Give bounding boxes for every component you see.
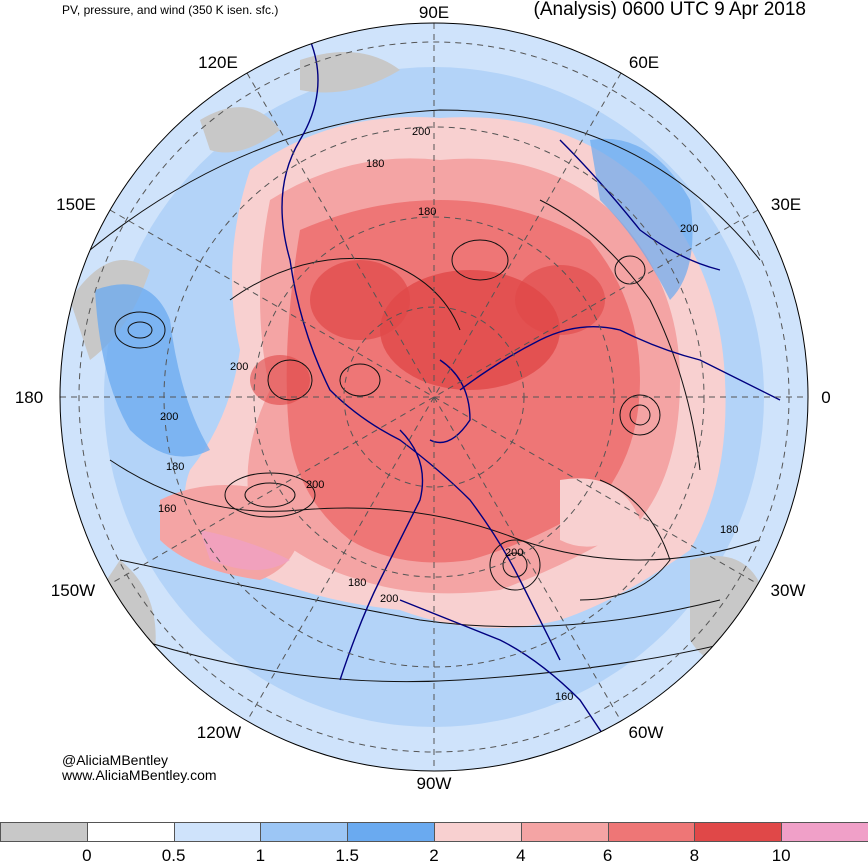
- colorbar-tick-label: 8: [689, 846, 700, 865]
- lon-label-60e: 60E: [629, 53, 659, 72]
- colorbar-swatch: [781, 822, 868, 842]
- colorbar-swatch: [347, 822, 435, 842]
- colorbar-swatch: [607, 822, 696, 842]
- longitude-labels: 90E 60E 30E 0 30W 60W 90W 120W 150W 180 …: [15, 3, 831, 793]
- colorbar-swatch: [260, 822, 349, 842]
- contour-label: 180: [418, 206, 436, 218]
- colorbar-swatch: [173, 822, 262, 842]
- colorbar-tick-label: 2: [429, 846, 439, 865]
- lon-label-30e: 30E: [771, 195, 801, 214]
- lon-label-90e: 90E: [419, 3, 449, 22]
- pressure-contours: [89, 109, 761, 683]
- colorbar-tick-label: 0.5: [161, 846, 186, 865]
- lon-label-150w: 150W: [51, 581, 95, 600]
- contour-label: 200: [412, 126, 430, 138]
- polar-map: 90E 60E 30E 0 30W 60W 90W 120W 150W 180 …: [15, 3, 831, 793]
- lon-label-90w: 90W: [417, 774, 452, 793]
- colorbar-swatch: [86, 822, 175, 842]
- colorbar-tick-label: 10: [771, 846, 791, 865]
- lon-label-60w: 60W: [629, 723, 664, 742]
- map-title: PV, pressure, and wind (350 K isen. sfc.…: [62, 3, 279, 17]
- lon-label-30w: 30W: [771, 581, 806, 600]
- contour-label: 180: [720, 524, 738, 536]
- colorbar-swatch: [434, 822, 522, 842]
- colorbar-swatch: [0, 822, 88, 842]
- colorbar-tick-label: 1: [255, 846, 266, 865]
- colorbar: [0, 822, 868, 844]
- coastlines: [281, 39, 781, 761]
- lon-label-0: 0: [821, 388, 830, 407]
- graticule: [60, 23, 808, 771]
- credit-handle: @AliciaMBentley: [62, 752, 169, 768]
- credit-site: www.AliciaMBentley.com: [62, 767, 217, 783]
- map-border: [59, 22, 809, 772]
- contour-label: 200: [230, 361, 248, 373]
- contour-label: 180: [366, 158, 384, 170]
- lon-label-180: 180: [15, 388, 43, 407]
- colorbar-tick-label: 0: [82, 846, 92, 865]
- contour-labels: 200 180 180 200 200 200 180 160 200 200 …: [158, 126, 738, 703]
- contour-label: 200: [680, 223, 698, 235]
- contour-label: 200: [160, 411, 178, 423]
- colorbar-tick-label: 4: [516, 846, 526, 865]
- contour-label: 160: [555, 691, 573, 703]
- contour-label: 160: [158, 503, 176, 515]
- analysis-time: (Analysis) 0600 UTC 9 Apr 2018: [533, 0, 806, 20]
- lon-label-120w: 120W: [197, 723, 241, 742]
- contour-label: 200: [505, 547, 523, 559]
- colorbar-tick-label: 6: [602, 846, 613, 865]
- contour-label: 200: [380, 593, 398, 605]
- colorbar-swatch: [694, 822, 783, 842]
- colorbar-tick-label: 1.5: [335, 846, 360, 865]
- contour-label: 180: [348, 577, 366, 589]
- contour-label: 180: [166, 461, 184, 473]
- contour-label: 200: [306, 479, 324, 491]
- lon-label-150e: 150E: [56, 195, 96, 214]
- colorbar-swatch: [520, 822, 609, 842]
- lon-label-120e: 120E: [198, 53, 238, 72]
